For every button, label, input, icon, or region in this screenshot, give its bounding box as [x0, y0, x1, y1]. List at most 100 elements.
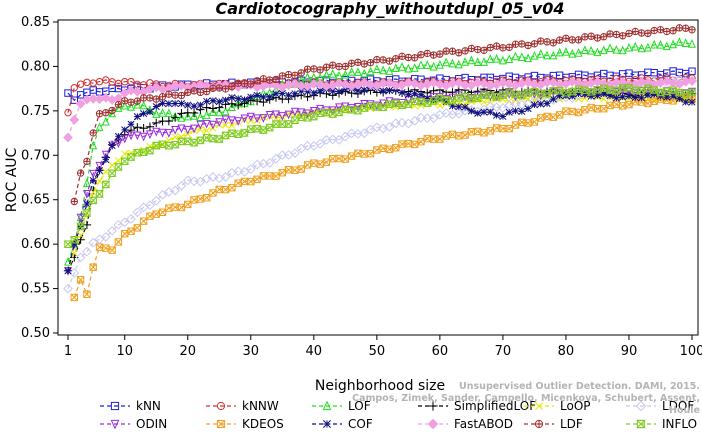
- marker: [310, 89, 318, 97]
- marker-cross: [316, 160, 324, 168]
- marker: [152, 127, 161, 137]
- marker: [89, 176, 97, 184]
- marker: [398, 89, 406, 97]
- y-tick-label: 0.50: [21, 326, 50, 341]
- marker-cross: [165, 204, 173, 212]
- marker: [126, 214, 136, 224]
- marker-cross: [398, 140, 406, 148]
- marker-cross: [424, 50, 431, 57]
- marker: [517, 52, 526, 61]
- marker: [442, 57, 451, 67]
- marker-cross: [587, 33, 595, 40]
- y-tick-label: 0.80: [21, 59, 50, 74]
- marker-cross: [405, 54, 412, 61]
- marker-cross: [543, 112, 551, 121]
- marker: [675, 37, 684, 46]
- x-tick-label: 20: [179, 344, 196, 359]
- marker-cross: [574, 108, 583, 117]
- marker-cross: [493, 124, 501, 132]
- marker-cross: [240, 177, 249, 185]
- marker: [107, 225, 118, 236]
- marker-cross: [385, 145, 394, 153]
- marker: [121, 150, 129, 158]
- marker: [631, 93, 639, 102]
- marker: [423, 60, 432, 69]
- marker: [650, 39, 659, 49]
- marker-cross: [487, 44, 494, 51]
- marker: [202, 119, 211, 129]
- series-line: [67, 86, 692, 271]
- marker: [530, 50, 539, 60]
- legend-label: LDF: [560, 417, 583, 431]
- marker-cross: [272, 76, 280, 83]
- marker: [245, 164, 256, 175]
- marker: [284, 110, 293, 120]
- axes-layer: 1 10 20 30 40 50 60 70 80 90 100 0.50 0.55 0.60 0.65 0.…: [21, 15, 702, 359]
- marker: [215, 107, 224, 117]
- marker-cross: [499, 125, 507, 133]
- marker: [423, 94, 431, 103]
- marker: [296, 81, 307, 91]
- marker-cross: [184, 89, 191, 96]
- marker: [322, 400, 332, 411]
- marker: [567, 76, 578, 87]
- marker-cross: [455, 49, 462, 56]
- marker: [95, 122, 104, 132]
- marker: [428, 401, 438, 411]
- marker: [127, 77, 135, 86]
- marker: [164, 116, 174, 126]
- x-tick-label: 10: [116, 344, 133, 359]
- marker-box: [146, 146, 154, 155]
- marker: [83, 290, 91, 298]
- marker-cross: [285, 71, 292, 78]
- marker-cross: [467, 128, 475, 136]
- marker: [234, 95, 242, 103]
- marker: [436, 101, 444, 109]
- marker-cross: [197, 89, 204, 96]
- marker: [228, 121, 236, 129]
- marker-cross: [217, 420, 225, 428]
- marker-cross: [95, 243, 104, 251]
- marker-cross: [216, 84, 223, 92]
- marker-cross: [587, 103, 595, 112]
- marker: [227, 116, 236, 126]
- marker: [76, 213, 85, 223]
- marker: [253, 114, 262, 124]
- legend-label: INFLO: [662, 417, 697, 431]
- marker-cross: [134, 97, 141, 105]
- marker: [110, 419, 120, 430]
- marker-cross: [298, 69, 305, 77]
- marker: [208, 107, 217, 116]
- marker: [88, 237, 99, 248]
- marker: [353, 106, 363, 115]
- marker: [228, 184, 236, 192]
- marker: [278, 112, 287, 121]
- x-tick-label: 60: [432, 344, 449, 359]
- legend-item-kdeos: KDEOS: [206, 417, 284, 431]
- marker-cross: [316, 66, 324, 74]
- marker: [335, 103, 344, 113]
- marker: [271, 80, 281, 91]
- marker: [535, 402, 543, 410]
- marker-cross: [612, 100, 620, 108]
- marker: [272, 90, 280, 98]
- marker-cross: [77, 169, 84, 177]
- marker-cross: [474, 127, 482, 135]
- marker: [428, 113, 439, 124]
- marker: [688, 67, 696, 75]
- marker: [184, 200, 192, 209]
- marker: [573, 78, 584, 89]
- marker-cross: [430, 51, 437, 59]
- marker-box: [70, 236, 79, 244]
- marker-cross: [178, 92, 185, 99]
- marker: [644, 68, 652, 76]
- marker: [510, 98, 521, 109]
- marker-cross: [442, 47, 450, 55]
- marker: [505, 54, 514, 63]
- marker: [127, 131, 136, 141]
- marker: [290, 148, 300, 159]
- marker: [164, 129, 173, 138]
- marker: [114, 132, 122, 140]
- marker-cross: [102, 244, 110, 252]
- marker-cross: [448, 130, 457, 138]
